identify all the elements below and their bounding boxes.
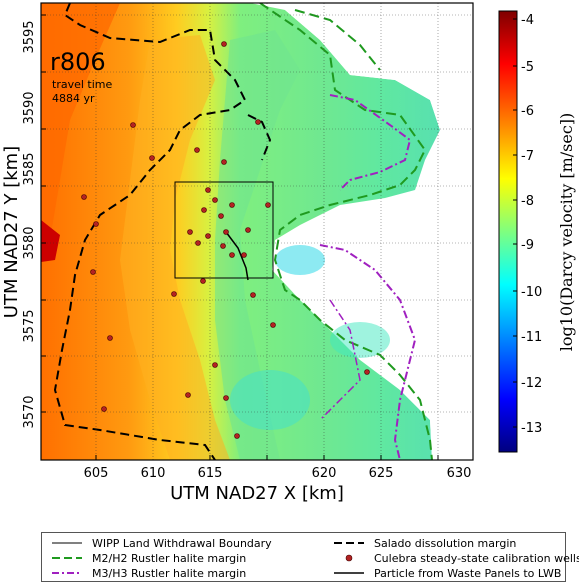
legend-item-m2h2: M2/H2 Rustler halite margin bbox=[50, 550, 246, 566]
dashdot-line-icon bbox=[52, 572, 82, 574]
legend-item-particle: Particle from Waste Panels to LWB bbox=[332, 565, 561, 581]
dashed-line-icon bbox=[52, 557, 82, 559]
colorbar-tick-label: -10 bbox=[521, 285, 542, 300]
colorbar-label: log10(Darcy velocity [m/sec]) bbox=[557, 113, 576, 352]
legend-item-m3h3: M3/H3 Rustler halite margin bbox=[50, 565, 246, 581]
y-axis-label: UTM NAD27 Y [km] bbox=[1, 146, 22, 318]
legend-label: M3/H3 Rustler halite margin bbox=[92, 566, 247, 580]
dashed-line-icon bbox=[334, 542, 364, 544]
y-tick-label: 3580 bbox=[22, 226, 37, 259]
colorbar-tick-label: -11 bbox=[521, 330, 542, 345]
colorbar-tick-label: -8 bbox=[521, 194, 534, 209]
legend-item-lwb: WIPP Land Withdrawal Boundary bbox=[50, 535, 272, 551]
colorbar-tick-label: -5 bbox=[521, 60, 534, 75]
legend: WIPP Land Withdrawal Boundary Salado dis… bbox=[41, 532, 579, 582]
colorbar-tick-label: -4 bbox=[521, 13, 534, 28]
colorbar-tick-label: -9 bbox=[521, 238, 534, 253]
colorbar-tick-label: -13 bbox=[521, 421, 542, 436]
legend-label: Culebra steady-state calibration wells bbox=[374, 551, 579, 565]
x-tick-label: 605 bbox=[84, 466, 109, 481]
y-tick-label: 3585 bbox=[22, 152, 37, 185]
x-tick-label: 630 bbox=[447, 466, 472, 481]
plot-frame bbox=[40, 2, 474, 461]
solid-line-icon bbox=[334, 572, 364, 574]
x-tick-label: 625 bbox=[369, 466, 394, 481]
x-axis-label: UTM NAD27 X [km] bbox=[170, 483, 344, 504]
x-tick-label: 615 bbox=[198, 466, 223, 481]
legend-item-wells: Culebra steady-state calibration wells bbox=[332, 550, 579, 566]
legend-label: Salado dissolution margin bbox=[374, 536, 517, 550]
run-id-label: r806 bbox=[50, 48, 106, 76]
colorbar-tick-label: -7 bbox=[521, 149, 534, 164]
travel-time-value: 4884 yr bbox=[52, 92, 95, 105]
travel-time-label: travel time bbox=[52, 78, 112, 91]
colorbar-tick-label: -12 bbox=[521, 376, 542, 391]
colorbar-tick-label: -6 bbox=[521, 104, 534, 119]
x-tick-label: 620 bbox=[312, 466, 337, 481]
red-dot-icon bbox=[345, 554, 353, 562]
x-tick-label: 610 bbox=[141, 466, 166, 481]
colorbar: -4 -5 -6 -7 -8 -9 -10 -11 -12 -13 log10(… bbox=[498, 10, 576, 453]
y-tick-label: 3595 bbox=[22, 20, 37, 53]
legend-label: Particle from Waste Panels to LWB bbox=[374, 566, 562, 580]
y-tick-label: 3590 bbox=[22, 91, 37, 124]
y-tick-label: 3575 bbox=[22, 309, 37, 342]
calibration-wells bbox=[81, 41, 370, 439]
y-tick-label: 3570 bbox=[22, 395, 37, 428]
legend-item-salado: Salado dissolution margin bbox=[332, 535, 516, 551]
thin-line-icon bbox=[52, 542, 82, 544]
legend-label: WIPP Land Withdrawal Boundary bbox=[92, 536, 272, 550]
velocity-field bbox=[41, 3, 473, 460]
legend-label: M2/H2 Rustler halite margin bbox=[92, 551, 247, 565]
